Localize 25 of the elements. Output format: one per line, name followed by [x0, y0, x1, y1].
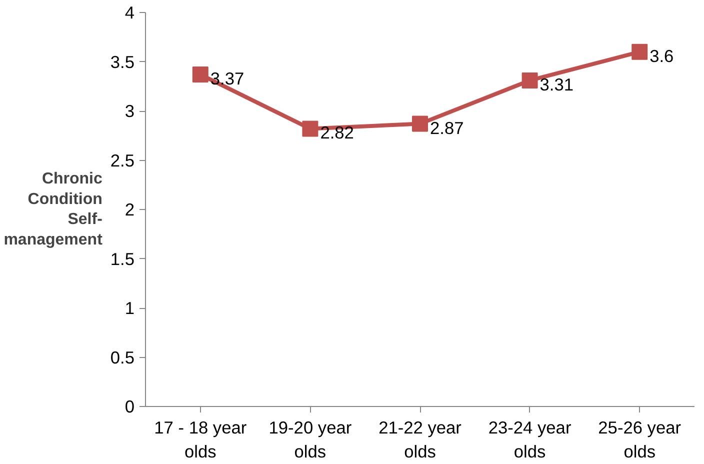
- x-tick-label: 21-22 year olds: [378, 418, 462, 462]
- point: [632, 44, 648, 60]
- y-tick-label: 2.5: [110, 150, 135, 170]
- point: [302, 120, 318, 137]
- y-tick-label: 2: [124, 200, 135, 220]
- point: [412, 116, 428, 132]
- x-tick-label: 25-26 year olds: [598, 418, 682, 462]
- y-axis-title: Chronic Condition Self-management: [4, 170, 104, 249]
- y-tick-label: 1: [124, 298, 135, 318]
- data-label: 3.31: [540, 74, 574, 94]
- data-label: 2.87: [430, 118, 464, 138]
- y-tick-label: 1.5: [110, 248, 135, 269]
- y-tick-label: 0.5: [110, 347, 135, 368]
- y-tick-label: 0: [124, 396, 135, 416]
- point: [192, 66, 208, 83]
- point: [522, 72, 538, 88]
- y-tick-label: 3: [124, 101, 135, 121]
- y-tick-label: 4: [124, 2, 135, 22]
- data-label: 2.82: [320, 122, 354, 143]
- data-label: 3.37: [210, 68, 244, 89]
- y-tick-label: 3.5: [110, 52, 135, 72]
- x-tick-label: 23-24 year olds: [488, 418, 572, 462]
- x-tick-label: 19-20 year olds: [268, 418, 352, 462]
- x-tick-label: 17 - 18 year olds: [154, 418, 247, 462]
- data-label: 3.6: [650, 46, 674, 66]
